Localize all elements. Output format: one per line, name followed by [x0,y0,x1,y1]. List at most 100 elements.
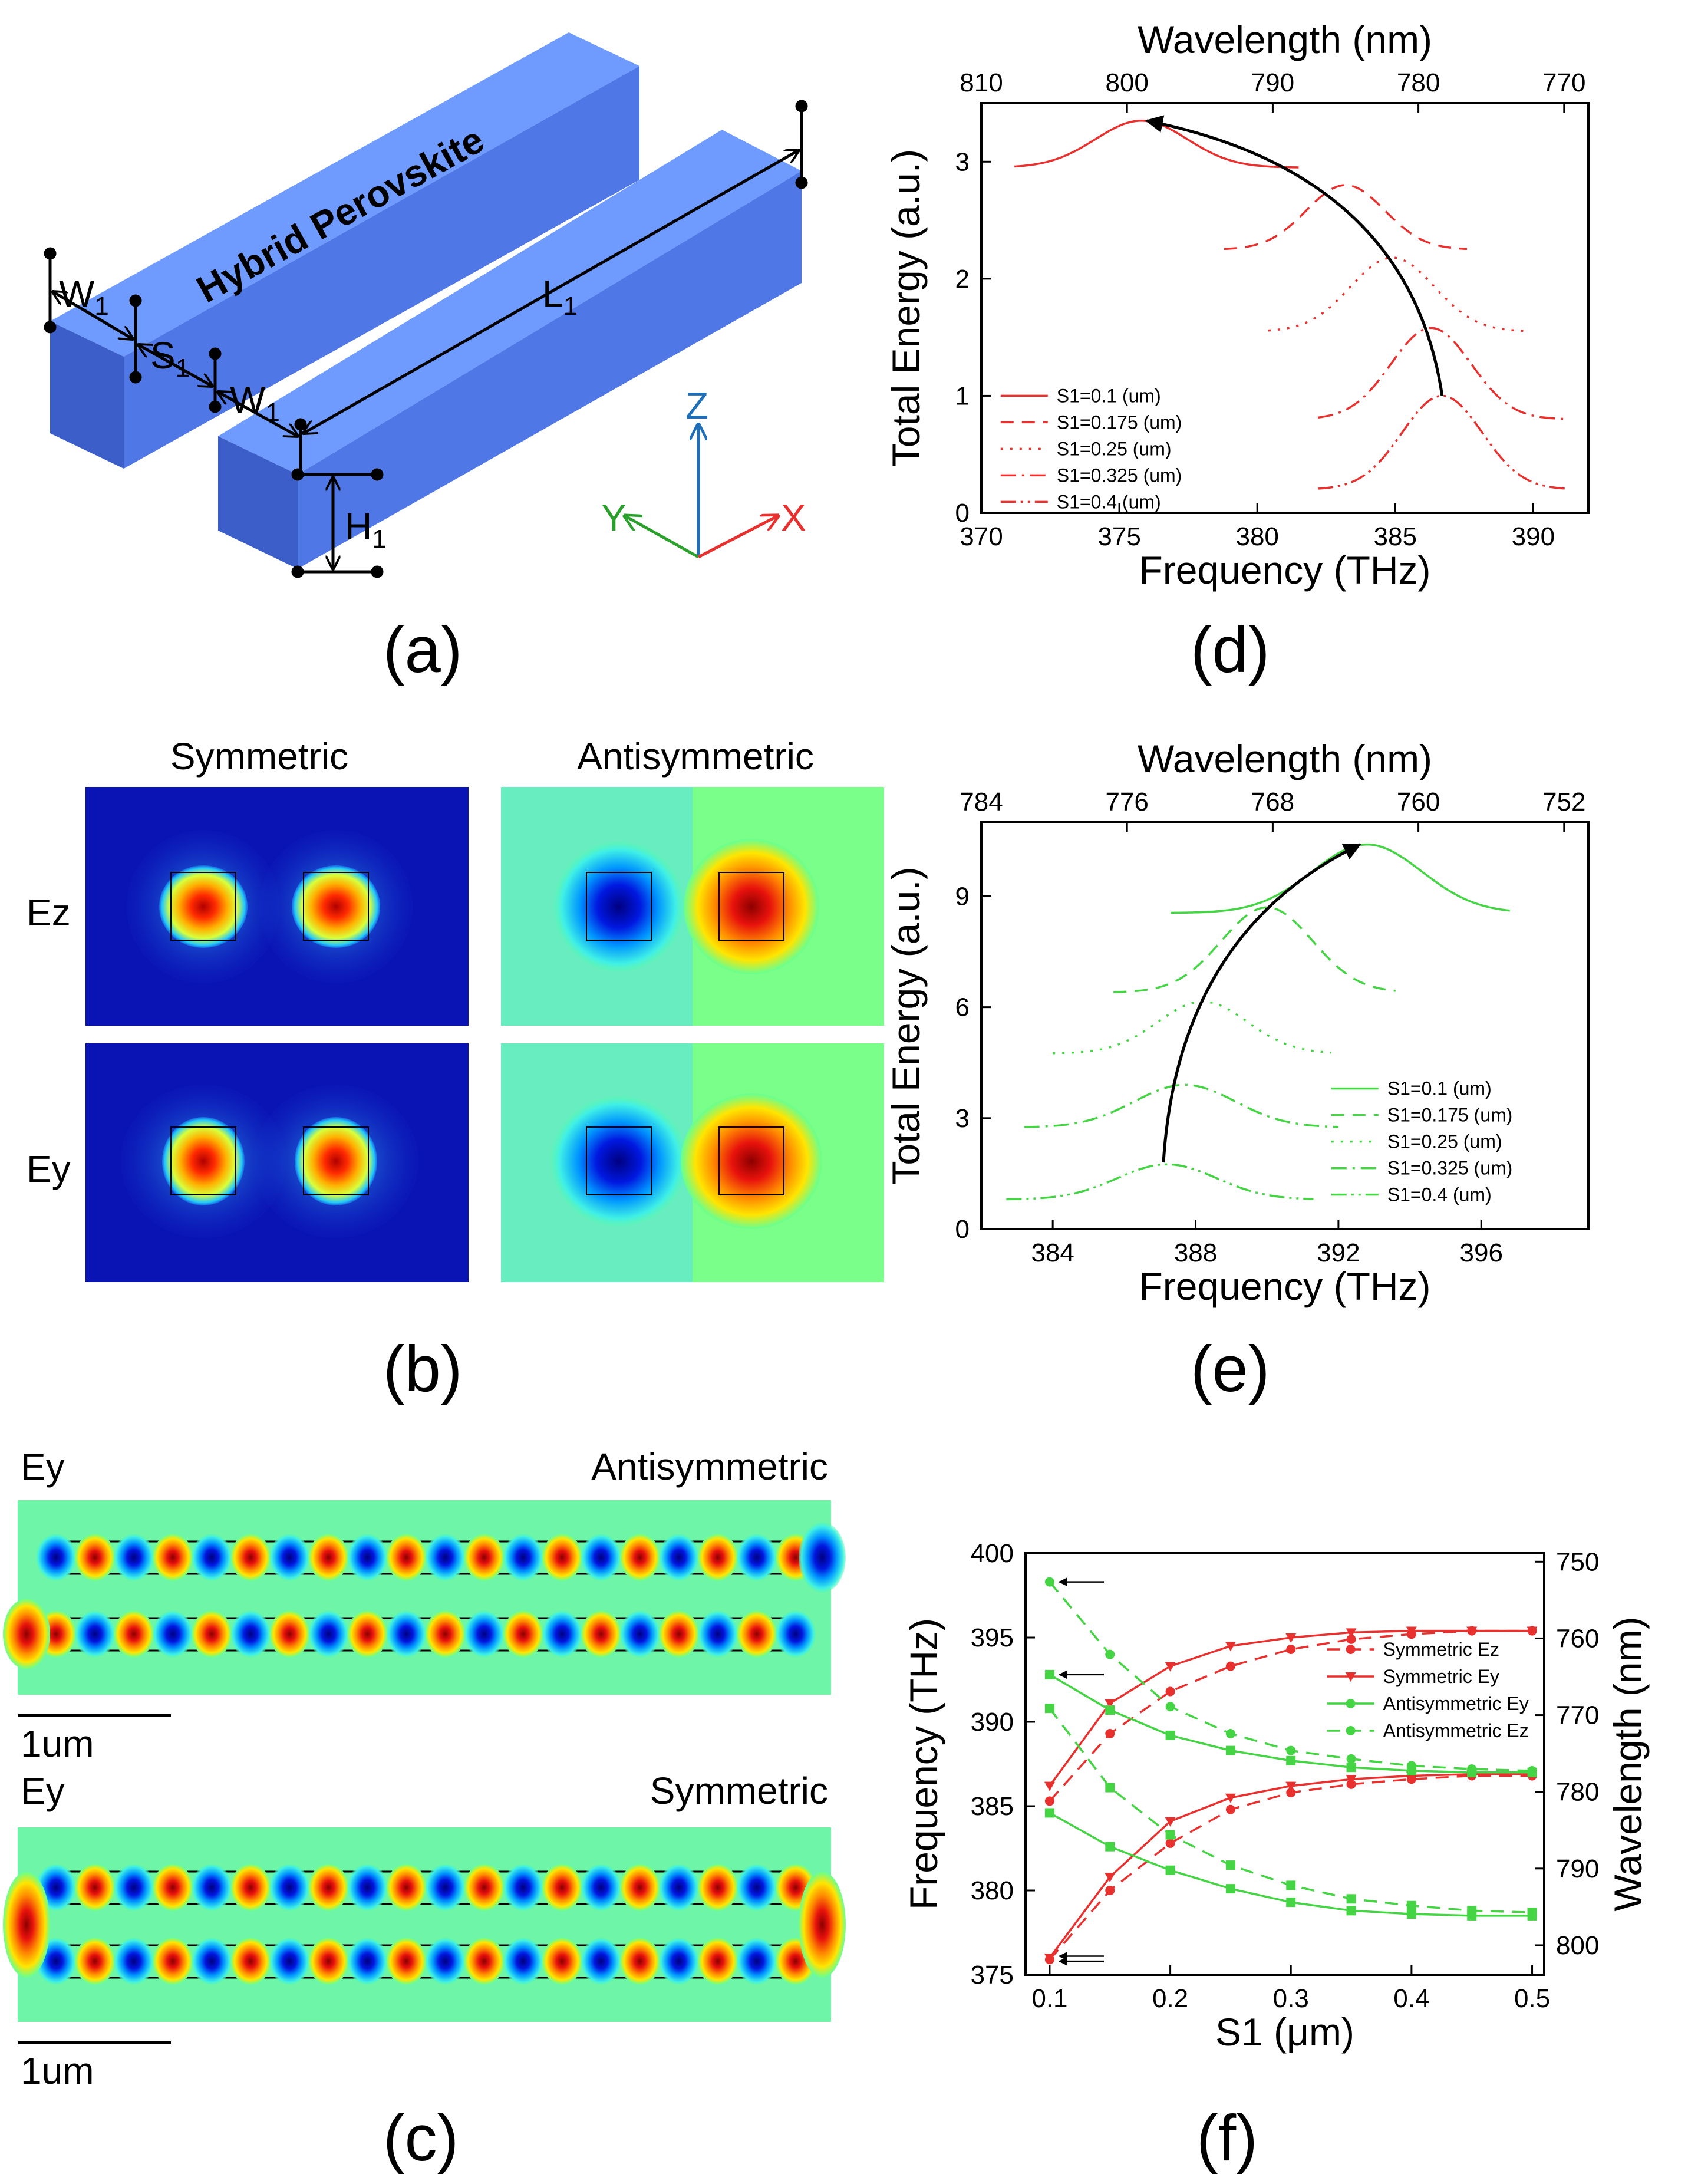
y-tick-label: 3 [955,1104,970,1133]
x-tick-label: 388 [1174,1238,1217,1267]
legend-label: S1=0.1 (um) [1057,385,1161,406]
series-line [1024,1083,1338,1128]
x-tick-label: 385 [1374,522,1417,551]
b-row-ez: Ez [27,891,71,934]
b-row-ey: Ey [27,1148,71,1190]
dim-w1-right: W1 [230,378,280,427]
dim-w1-left: W1 [59,272,109,321]
field-map-ez-antisymmetric [501,787,884,1026]
y-tick-label: 3 [955,147,970,176]
field-lobe-positive [308,1534,349,1581]
series-line [1049,1773,1532,1959]
y-axis-title: Total Energy (a.u.) [884,149,928,467]
field-lobe-negative [736,1938,777,1985]
data-point [1225,1745,1235,1755]
axis-x-label: X [781,496,806,539]
chart-f: 0.1 0.2 0.3 0.4 0.5 375 380 385 390 395 400 S1 (μm)… [902,1539,1650,2054]
data-point [1044,1954,1055,1964]
y-tick-label: 0 [955,499,970,528]
x-tick-label: 390 [1512,522,1555,551]
field-lobe-positive [464,1938,505,1985]
field-map-ey-antisymmetric [501,1043,884,1282]
field-lobe-positive [386,1938,427,1985]
chart-d: 370 375 380 385 390 0 1 2 3 Frequency (THz) Total … [884,18,1590,592]
field-lobe-positive [153,1864,193,1911]
field-lobe-negative [799,1522,846,1593]
field-lobe-positive [75,1534,116,1581]
data-point [1225,1860,1235,1870]
x-axis-title: Frequency (THz) [1139,548,1430,592]
data-point [1044,1704,1054,1714]
field-lobe-negative [658,1938,699,1985]
field-lobe-positive [619,1864,660,1911]
data-point [1346,1726,1356,1736]
field-lobe-positive [619,1938,660,1985]
data-point [1467,1764,1477,1774]
data-point [1165,1686,1175,1697]
data-point [1286,1880,1296,1890]
field-lobe-negative [192,1534,232,1581]
field-lobe-positive [425,1610,466,1658]
legend-label: S1=0.25 (um) [1057,438,1172,459]
data-point [1285,1781,1297,1791]
field-lobe-positive [114,1610,154,1658]
field-lobe-negative [36,1534,76,1581]
y-tick-label: 9 [955,882,970,911]
data-point [1467,1906,1477,1916]
x-tick-label: 0.1 [1031,1984,1067,2013]
field-lobe-negative [464,1610,505,1658]
data-point [1346,1634,1356,1644]
field-lobe-negative [192,1864,232,1911]
dim-s1: S1 [150,334,190,383]
data-point [1527,1626,1537,1636]
y-tick-label: 6 [955,993,970,1022]
series-line [1014,120,1299,169]
axis-y-label: Y [601,496,627,539]
field-lobe-positive [230,1534,271,1581]
y-tick-label: 385 [971,1792,1014,1821]
data-point [1527,1765,1537,1775]
x2-tick-label: 776 [1105,788,1148,816]
data-point [1105,1705,1115,1715]
field-lobe-negative [503,1534,543,1581]
data-point [1105,1699,1116,1709]
data-point [1165,1838,1175,1848]
data-point [1225,1804,1235,1814]
data-point [1044,1808,1054,1818]
data-point [1105,1873,1116,1883]
y-axis-title: Total Energy (a.u.) [884,867,928,1184]
data-point [1105,1842,1115,1852]
y2-tick-label: 750 [1556,1547,1599,1576]
data-point [1346,1628,1357,1638]
legend-label: S1=0.1 (um) [1387,1078,1492,1099]
c-scale-label-top: 1um [21,1722,94,1765]
dimension-markers [44,100,808,578]
field-lobe-positive [230,1864,271,1911]
c-top-label-right: Antisymmetric [591,1445,828,1488]
x2-tick-label: 760 [1397,788,1440,816]
coordinate-axes: Z Y X [601,384,806,559]
data-point [1285,1633,1297,1643]
field-lobe-positive [799,1872,846,1978]
series-line [1049,1774,1532,1961]
field-lobe-negative [269,1534,310,1581]
field-lobe-positive [736,1610,777,1658]
x-tick-label: 0.2 [1152,1984,1188,2013]
field-lobe-negative [75,1610,116,1658]
series-line [1006,1163,1314,1201]
field-lobe-positive [464,1864,505,1911]
field-lobe-negative [347,1534,388,1581]
y-axis-title: Frequency (THz) [902,1618,945,1910]
field-lobe-negative [425,1534,466,1581]
field-lobe-positive [3,1872,50,1978]
x-tick-label: 0.3 [1273,1984,1309,2013]
chart-e: 384 388 392 396 0 3 6 9 Frequency (THz) Total Ene… [884,737,1590,1308]
data-point [1225,1642,1236,1652]
data-point [1346,1763,1356,1773]
field-lobe-positive [3,1599,50,1669]
field-lobe-negative [308,1610,349,1658]
field-lobe-positive [581,1610,621,1658]
field-lobe-negative [658,1534,699,1581]
series-line [1318,394,1567,490]
plot-frame [1024,1552,1545,1976]
